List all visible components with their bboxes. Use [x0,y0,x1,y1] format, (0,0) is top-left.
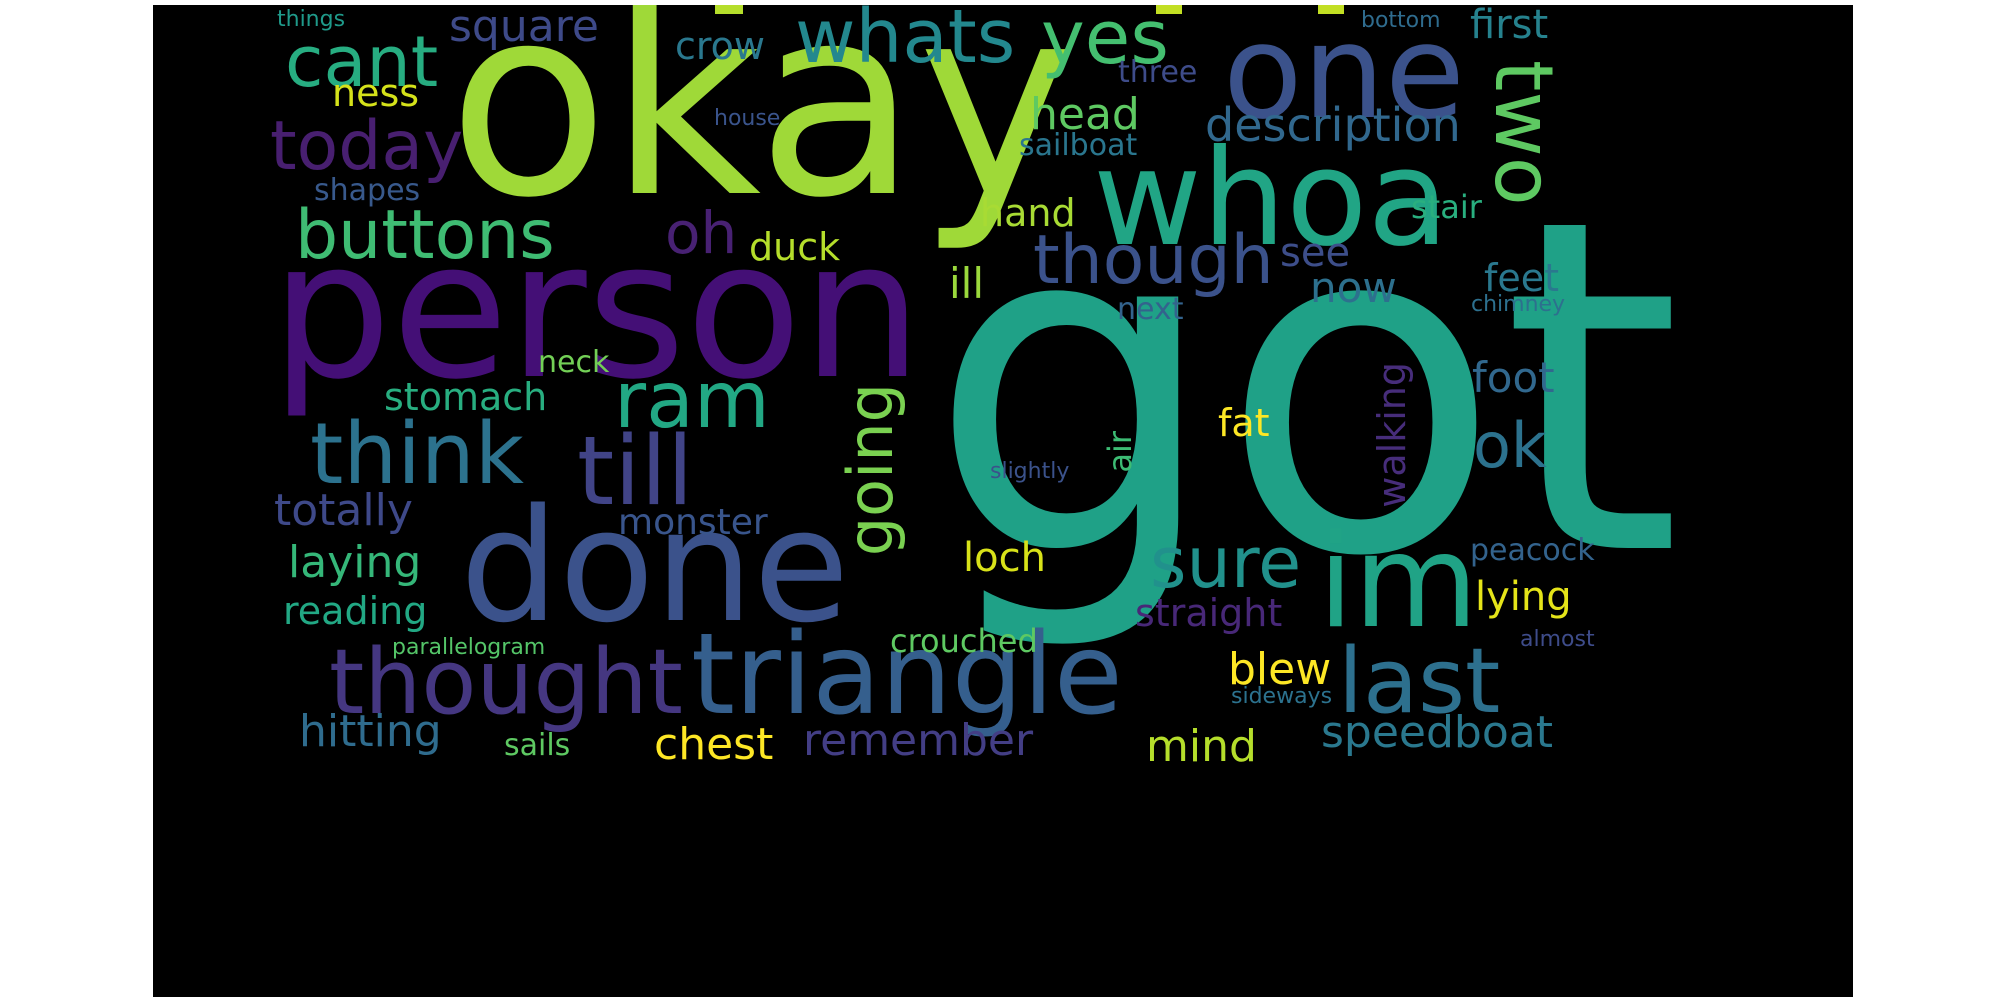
word-sails: sails [504,728,571,763]
word-two: two [1477,60,1570,206]
word-yes: yes [1041,5,1169,81]
word-description: description [1205,98,1461,152]
word-totally: totally [274,485,413,536]
word-stomach: stomach [384,375,548,419]
word-straight: straight [1135,591,1283,635]
word-done: done [460,475,850,657]
word-peacock: peacock [1470,533,1595,568]
word-today: today [270,107,464,186]
word-blew: blew [1228,644,1332,695]
word-neck: neck [538,345,610,380]
word-house: house [714,106,781,131]
word-whats: whats [795,5,1016,80]
word-foot: foot [1472,353,1555,402]
word-hand: hand [980,191,1076,235]
word-till: till [577,417,694,527]
word-ok: ok [1473,409,1547,482]
word-air: air [1101,431,1139,473]
word-remember: remember [803,715,1034,766]
word-duck: duck [749,225,841,269]
clipped-word-fragment [1318,5,1344,14]
word-chimney: chimney [1471,292,1566,317]
word-triangle: triangle [691,610,1123,740]
word-parallelogram: parallelogram [392,635,546,660]
word-square: square [449,5,599,52]
word-okay: okay [448,5,1074,256]
word-ill: ill [949,259,985,308]
word-ram: ram [614,356,770,446]
word-think: think [310,405,524,504]
word-hitting: hitting [299,706,442,757]
word-whoa: whoa [1093,122,1449,276]
word-laying: laying [288,537,422,588]
word-bottom: bottom [1361,8,1441,33]
word-buttons: buttons [295,196,555,275]
word-going: going [834,383,907,557]
word-three: three [1118,55,1198,90]
clipped-word-fragment [715,5,743,14]
word-head: head [1030,89,1140,140]
word-stair: stair [1411,188,1482,226]
word-lying: lying [1475,574,1572,620]
word-thought: thought [329,630,683,735]
word-monster: monster [618,502,768,543]
word-first: first [1470,5,1549,48]
word-loch: loch [963,535,1046,581]
word-got: got [928,122,1682,657]
word-now: now [1310,263,1397,312]
word-things: things [277,7,346,32]
word-cloud: okay got person whoa one done triangle t… [153,5,1853,997]
word-chest: chest [654,719,774,770]
word-one: one [1223,5,1465,148]
word-almost: almost [1520,627,1595,652]
clipped-word-fragment [1156,5,1182,14]
word-though: though [1033,221,1274,300]
word-oh: oh [665,199,738,267]
word-ness: ness [332,71,420,115]
word-im: im [1318,508,1479,657]
word-shapes: shapes [314,173,421,208]
word-sure: sure [1150,522,1302,604]
word-sideways: sideways [1231,684,1333,709]
word-speedboat: speedboat [1321,707,1553,758]
word-walking: walking [1370,362,1414,508]
word-crow: crow [675,24,766,68]
word-fat: fat [1218,401,1270,445]
word-cant: cant [285,21,439,103]
word-crouched: crouched [890,622,1038,660]
word-reading: reading [283,589,428,633]
word-next: next [1117,292,1184,327]
word-see: see [1280,230,1351,276]
word-person: person [271,200,923,421]
word-last: last [1338,629,1501,734]
word-slightly: slightly [990,459,1070,484]
word-feet: feet [1484,256,1560,300]
word-mind: mind [1146,721,1257,772]
word-sailboat: sailboat [1019,128,1138,163]
